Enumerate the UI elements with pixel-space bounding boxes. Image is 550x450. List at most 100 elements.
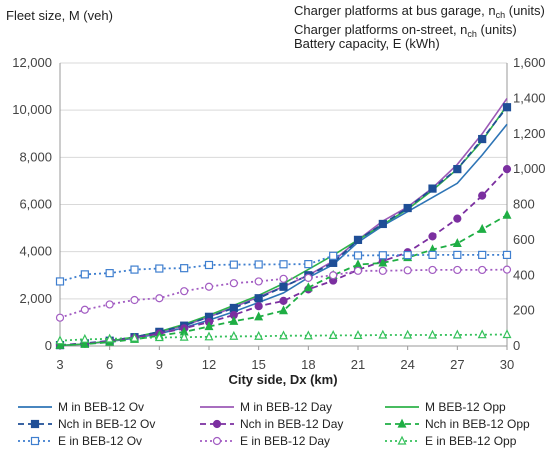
legend-item: Nch in BEB-12 Ov <box>18 417 155 431</box>
data-point <box>303 282 313 292</box>
legend-swatch-marker <box>397 418 407 428</box>
data-point <box>478 265 487 275</box>
x-tick-label: 30 <box>500 357 514 372</box>
legend-item: M in BEB-12 Day <box>200 400 332 414</box>
data-point <box>279 260 288 269</box>
data-point <box>55 313 65 322</box>
data-point <box>155 294 164 303</box>
series-4 <box>55 165 512 350</box>
ticks: 0 2,000 4,000 6,000 8,000 10,000 12,000 0 200 400… <box>12 55 545 372</box>
data-point <box>452 238 462 248</box>
data-point <box>180 287 189 296</box>
data-point <box>428 250 437 260</box>
series-8 <box>55 329 512 345</box>
data-point <box>502 265 512 274</box>
data-point <box>502 103 512 112</box>
series-6 <box>55 250 512 286</box>
data-point <box>279 282 288 291</box>
data-point <box>254 294 263 303</box>
data-point <box>478 250 487 260</box>
data-point <box>353 251 363 260</box>
data-point <box>428 329 437 339</box>
data-point <box>179 331 189 341</box>
data-point <box>204 282 214 291</box>
data-point <box>403 266 412 275</box>
x-tick-label: 18 <box>301 357 315 372</box>
legend-label: Nch in BEB-12 Opp <box>425 417 530 431</box>
data-point <box>502 250 512 260</box>
legend-label: E in BEB-12 Opp <box>425 434 517 448</box>
data-point <box>304 273 313 283</box>
data-point <box>254 311 264 321</box>
data-point <box>403 250 412 260</box>
legend-swatch-marker <box>30 436 40 446</box>
data-point <box>279 296 288 305</box>
legend-label: Nch in BEB-12 Ov <box>58 417 155 431</box>
data-point <box>105 333 115 343</box>
y-right-tick-label: 600 <box>513 232 535 247</box>
data-point <box>502 209 512 219</box>
data-point <box>378 251 387 260</box>
data-point <box>254 302 263 311</box>
data-point <box>80 270 89 279</box>
data-point <box>353 330 363 339</box>
x-tick-label: 12 <box>202 357 216 372</box>
data-point <box>453 265 462 275</box>
data-point <box>279 305 288 315</box>
y-left-tick-label: 8,000 <box>19 149 52 164</box>
legend-item: M BEB-12 Opp <box>385 400 506 414</box>
data-point <box>229 330 239 340</box>
y-left-tick-label: 10,000 <box>12 102 52 117</box>
x-tick-label: 21 <box>351 357 365 372</box>
data-point <box>154 332 164 342</box>
data-point <box>428 265 437 275</box>
legend-item: M in BEB-12 Ov <box>18 400 144 414</box>
legend-label: M in BEB-12 Ov <box>58 400 144 414</box>
legend-label: E in BEB-12 Day <box>240 434 330 448</box>
data-point <box>130 332 139 342</box>
data-point <box>478 134 487 144</box>
legend-swatch-marker <box>212 436 222 446</box>
data-point <box>229 279 238 288</box>
axes <box>59 63 508 350</box>
data-point <box>303 330 313 340</box>
y-right-title-line-3: Battery capacity, E (kWh) <box>294 36 440 51</box>
data-point <box>80 338 90 348</box>
data-point <box>254 260 263 269</box>
y-right-tick-label: 200 <box>513 303 535 318</box>
data-point <box>353 266 363 275</box>
data-point <box>55 339 65 349</box>
data-point <box>329 271 338 280</box>
series-7 <box>55 265 512 322</box>
legend-label: E in BEB-12 Ov <box>58 434 142 448</box>
data-point <box>204 260 214 270</box>
y-right-tick-label: 400 <box>513 267 535 282</box>
data-point <box>502 165 512 174</box>
y-right-tick-label: 1,600 <box>513 55 546 70</box>
data-point <box>428 184 437 193</box>
data-point <box>353 259 363 269</box>
data-point <box>403 203 412 213</box>
data-point <box>353 235 363 244</box>
x-tick-label: 27 <box>450 357 464 372</box>
data-point <box>453 165 462 174</box>
legend-label: M BEB-12 Opp <box>425 400 506 414</box>
data-point <box>80 305 89 314</box>
legend-label: M in BEB-12 Day <box>240 400 332 414</box>
data-point <box>477 223 487 233</box>
y-left-tick-label: 0 <box>45 338 52 353</box>
data-point <box>130 265 139 274</box>
x-tick-label: 9 <box>156 357 163 372</box>
y-left-tick-label: 2,000 <box>19 291 52 306</box>
x-tick-label: 24 <box>400 357 414 372</box>
data-point <box>378 257 388 267</box>
y-right-tick-label: 1,200 <box>513 126 546 141</box>
data-point <box>329 258 338 267</box>
legend-swatch-marker <box>397 435 407 445</box>
legend-item: E in BEB-12 Ov <box>18 434 142 448</box>
data-point <box>254 330 264 340</box>
data-point <box>279 274 288 283</box>
data-point <box>229 315 239 325</box>
y-right-tick-label: 1,400 <box>513 90 546 105</box>
legend-item: E in BEB-12 Day <box>200 434 330 448</box>
